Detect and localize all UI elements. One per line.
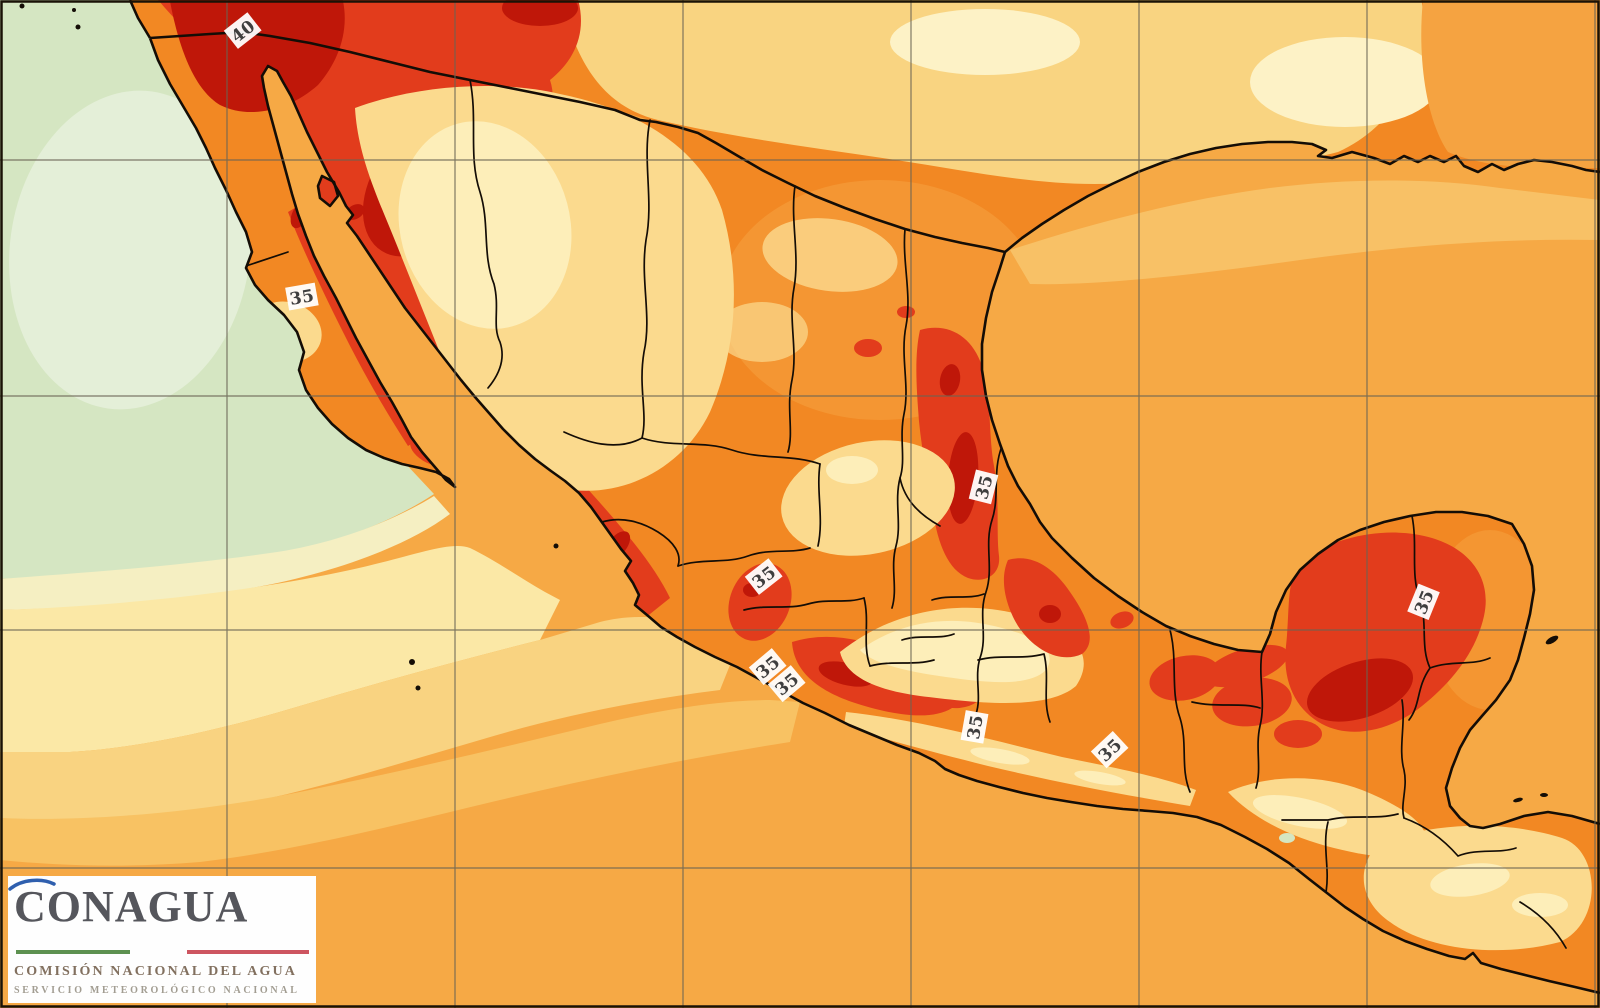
logo-bar-red [187, 950, 309, 954]
contour-label-35: 35 [285, 282, 319, 311]
svg-text:35: 35 [288, 286, 316, 310]
logo-flag-bars [14, 950, 310, 955]
state-boundaries [245, 79, 1567, 949]
conagua-logo: CONAGUA COMISIÓN NACIONAL DEL AGUA SERVI… [8, 876, 316, 1003]
contour-labels: 40 35 35 35 35 35 35 35 [223, 12, 1440, 769]
logo-bar-green [16, 950, 130, 954]
contour-label-35: 35 [960, 710, 989, 744]
contour-label-35: 35 [968, 469, 999, 505]
logo-tagline: COMISIÓN NACIONAL DEL AGUA [14, 964, 297, 979]
coastlines [128, 0, 1600, 995]
conagua-wordmark: CONAGUA [14, 882, 249, 931]
logo-swoosh-icon [8, 878, 56, 891]
logo-subline: SERVICIO METEOROLÓGICO NACIONAL [14, 985, 300, 996]
small-islands [19, 3, 1559, 803]
svg-text:35: 35 [964, 713, 988, 741]
